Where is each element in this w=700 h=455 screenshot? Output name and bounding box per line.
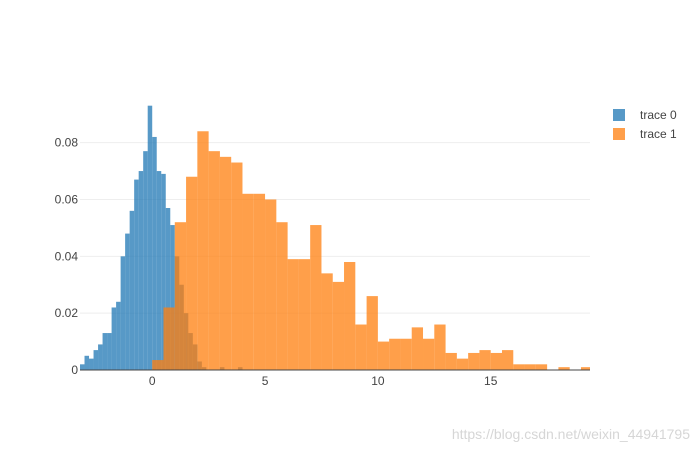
histogram-bar[interactable] [479,350,491,370]
x-tick-label: 5 [262,374,269,388]
histogram-bar[interactable] [580,367,590,370]
histogram-bar[interactable] [456,358,469,370]
histogram-bar[interactable] [219,156,232,370]
histogram-bar[interactable] [186,176,198,370]
y-tick-label: 0.08 [55,136,79,150]
histogram-bar[interactable] [134,179,139,370]
histogram-bar[interactable] [147,105,153,371]
legend[interactable]: trace 0 trace 1 [613,108,677,141]
histogram-bar[interactable] [125,233,130,370]
x-tick-label: 15 [484,374,498,388]
histogram-bar[interactable] [321,273,333,370]
y-tick-label: 0.06 [55,192,79,206]
histogram-bar[interactable] [111,307,117,370]
histogram-bar[interactable] [501,350,514,370]
legend-item-0[interactable]: trace 0 [613,108,677,122]
histogram-bar[interactable] [332,281,345,370]
histogram-bar[interactable] [366,296,378,370]
legend-label: trace 0 [640,108,677,122]
histogram-bar[interactable] [120,256,126,370]
histogram-bar[interactable] [152,136,157,370]
histogram-bar[interactable] [344,262,356,370]
histogram-bar[interactable] [107,333,112,370]
histogram-bar[interactable] [411,327,424,370]
histogram-bars [80,105,590,371]
histogram-bar[interactable] [298,259,311,370]
histogram-bar[interactable] [355,324,367,370]
histogram-bar[interactable] [423,338,435,370]
histogram-bar[interactable] [161,173,166,370]
histogram-bar[interactable] [468,352,480,370]
histogram-bar[interactable] [98,344,103,370]
legend-swatch [613,128,625,140]
histogram-bar[interactable] [513,364,525,370]
x-tick-label: 0 [149,374,156,388]
histogram-bar[interactable] [129,210,135,370]
histogram-bar[interactable] [253,193,266,370]
histogram-bar[interactable] [138,171,144,370]
histogram-bar[interactable] [89,358,94,370]
histogram-bar[interactable] [165,208,171,370]
legend-swatch [613,109,625,121]
histogram-bar[interactable] [116,301,121,370]
histogram-bar[interactable] [231,162,243,370]
x-tick-label: 10 [371,374,385,388]
histogram-bar[interactable] [490,352,502,370]
histogram-bar[interactable] [558,367,570,370]
histogram-bar[interactable] [287,259,299,370]
histogram-bar[interactable] [276,222,288,370]
histogram-bar[interactable] [156,171,162,370]
histogram-bar[interactable] [400,338,412,370]
histogram-bar[interactable] [265,199,277,370]
histogram-bar[interactable] [93,350,99,370]
legend-label: trace 1 [640,127,677,141]
series-1-bars [152,131,590,370]
histogram-bar[interactable] [434,324,446,370]
histogram-bar[interactable] [242,193,254,370]
histogram-bar[interactable] [535,364,548,370]
y-tick-label: 0.04 [55,249,79,263]
histogram-bar[interactable] [208,151,220,370]
y-tick-label: 0.02 [55,306,79,320]
histogram-bar[interactable] [152,360,164,370]
histogram-bar[interactable] [84,355,90,370]
y-tick-label: 0 [71,363,78,377]
legend-item-1[interactable]: trace 1 [613,127,677,141]
histogram-bar[interactable] [310,225,322,370]
histogram-bar[interactable] [143,151,148,370]
histogram-bar[interactable] [163,307,175,370]
watermark-text: https://blog.csdn.net/weixin_44941795 [451,426,690,442]
axis-ticks: 0 0.02 0.04 0.06 0.08 0 5 10 15 [55,136,590,388]
histogram-bar[interactable] [197,131,209,370]
histogram-bar[interactable] [377,341,390,370]
histogram-bar[interactable] [80,364,85,370]
histogram-bar[interactable] [102,333,108,370]
histogram-bar[interactable] [445,352,457,370]
histogram-bar[interactable] [389,338,401,370]
histogram-bar[interactable] [170,225,175,370]
histogram-bar[interactable] [524,364,536,370]
histogram-bar[interactable] [174,222,187,370]
